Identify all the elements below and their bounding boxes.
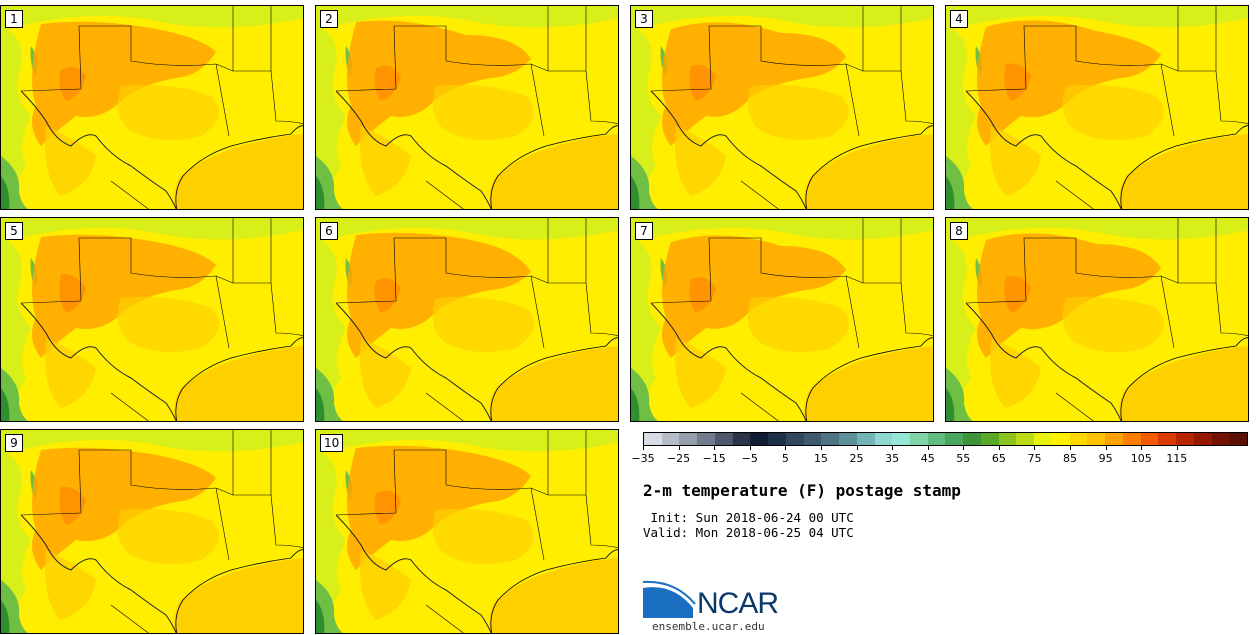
logo-text: NCAR xyxy=(697,587,779,620)
colorbar-tick-label: 75 xyxy=(1027,452,1042,465)
colorbar-tick-label: 95 xyxy=(1098,452,1113,465)
colorbar-segment xyxy=(1176,433,1194,445)
colorbar-tick xyxy=(1070,446,1072,450)
colorbar-segment xyxy=(750,433,769,445)
ensemble-member-map: 4 xyxy=(945,5,1249,210)
member-number-label: 2 xyxy=(320,10,338,28)
colorbar-tick xyxy=(1176,446,1178,450)
colorbar-segment xyxy=(980,433,999,445)
colorbar-tick-label: 115 xyxy=(1166,452,1188,465)
colorbar-tick xyxy=(678,446,680,450)
colorbar-tick-label: 25 xyxy=(849,452,864,465)
figure-title: 2-m temperature (F) postage stamp xyxy=(643,481,961,500)
member-number-label: 10 xyxy=(320,434,344,452)
colorbar-segment xyxy=(856,433,875,445)
ensemble-member-map: 9 xyxy=(0,429,304,634)
colorbar-segment xyxy=(910,433,928,445)
ensemble-member-map: 5 xyxy=(0,217,304,422)
colorbar-segment xyxy=(679,433,698,445)
colorbar-segment xyxy=(1034,433,1052,445)
colorbar-segment xyxy=(714,433,733,445)
colorbar-segment xyxy=(1051,433,1070,445)
colorbar-segment xyxy=(927,433,946,445)
colorbar-tick-label: 85 xyxy=(1063,452,1078,465)
colorbar-tick-label: −35 xyxy=(631,452,655,465)
colorbar-tick xyxy=(749,446,751,450)
colorbar-tick xyxy=(1034,446,1036,450)
colorbar-tick xyxy=(892,446,894,450)
member-number-label: 6 xyxy=(320,222,338,240)
colorbar-segment xyxy=(874,433,893,445)
colorbar-tick xyxy=(714,446,716,450)
colorbar-tick-labels: −35 −25 −15 −5 5 15 25 35 45 55 65 75 85 95 105 115 xyxy=(631,452,1248,466)
colorbar-tick xyxy=(856,446,858,450)
ensemble-member-map: 7 xyxy=(630,217,934,422)
colorbar-segment xyxy=(1211,433,1230,445)
colorbar-segment xyxy=(892,433,911,445)
ensemble-member-map: 10 xyxy=(315,429,619,634)
colorbar-segment xyxy=(785,433,804,445)
colorbar-tick-label: 5 xyxy=(781,452,789,465)
colorbar-segment xyxy=(768,433,786,445)
colorbar-segment xyxy=(803,433,822,445)
colorbar-segment xyxy=(998,433,1017,445)
colorbar-tick xyxy=(963,446,965,450)
colorbar-segment xyxy=(1158,433,1177,445)
member-number-label: 3 xyxy=(635,10,653,28)
colorbar-segment xyxy=(839,433,857,445)
colorbar-tick-label: −25 xyxy=(666,452,691,465)
colorbar-tick-label: 65 xyxy=(991,452,1006,465)
colorbar-tick xyxy=(785,446,787,450)
colorbar-tick-label: 35 xyxy=(885,452,900,465)
ensemble-member-map: 2 xyxy=(315,5,619,210)
colorbar-tick xyxy=(643,446,644,450)
colorbar-tick-label: −5 xyxy=(741,452,758,465)
colorbar-segment xyxy=(697,433,715,445)
colorbar-segment xyxy=(821,433,840,445)
colorbar-segment xyxy=(1229,433,1247,445)
ensemble-member-map: 1 xyxy=(0,5,304,210)
colorbar-segment xyxy=(1140,433,1159,445)
member-number-label: 5 xyxy=(5,222,23,240)
colorbar-segment xyxy=(1122,433,1141,445)
member-number-label: 1 xyxy=(5,10,23,28)
colorbar-segment xyxy=(644,433,662,445)
member-number-label: 7 xyxy=(635,222,653,240)
colorbar-segment xyxy=(1069,433,1088,445)
ensemble-member-map: 8 xyxy=(945,217,1249,422)
ensemble-member-map: 3 xyxy=(630,5,934,210)
colorbar-tick-label: 55 xyxy=(956,452,971,465)
colorbar-segment xyxy=(1016,433,1035,445)
colorbar-segment xyxy=(945,433,964,445)
colorbar-tick xyxy=(998,446,1000,450)
ensemble-member-map: 6 xyxy=(315,217,619,422)
colorbar-tick xyxy=(820,446,822,450)
colorbar-segment xyxy=(1193,433,1212,445)
member-number-label: 9 xyxy=(5,434,23,452)
site-url: ensemble.ucar.edu xyxy=(652,620,765,633)
temperature-colorbar xyxy=(643,432,1248,446)
colorbar-segment xyxy=(732,433,751,445)
colorbar-tick xyxy=(927,446,929,450)
init-time: Init: Sun 2018-06-24 00 UTC xyxy=(643,510,854,525)
valid-time: Valid: Mon 2018-06-25 04 UTC xyxy=(643,525,854,540)
colorbar-segment xyxy=(1105,433,1123,445)
colorbar-segment xyxy=(1087,433,1106,445)
member-number-label: 4 xyxy=(950,10,968,28)
colorbar-tick-label: −15 xyxy=(702,452,726,465)
colorbar-tick xyxy=(1105,446,1107,450)
colorbar-segment xyxy=(963,433,981,445)
colorbar-tick xyxy=(1141,446,1143,450)
member-number-label: 8 xyxy=(950,222,968,240)
colorbar-tick-label: 105 xyxy=(1130,452,1152,465)
colorbar-segment xyxy=(661,433,680,445)
colorbar-ticks xyxy=(643,446,1248,451)
ncar-logo-icon xyxy=(643,580,696,618)
colorbar-tick-label: 45 xyxy=(920,452,935,465)
colorbar-tick-label: 15 xyxy=(813,452,828,465)
